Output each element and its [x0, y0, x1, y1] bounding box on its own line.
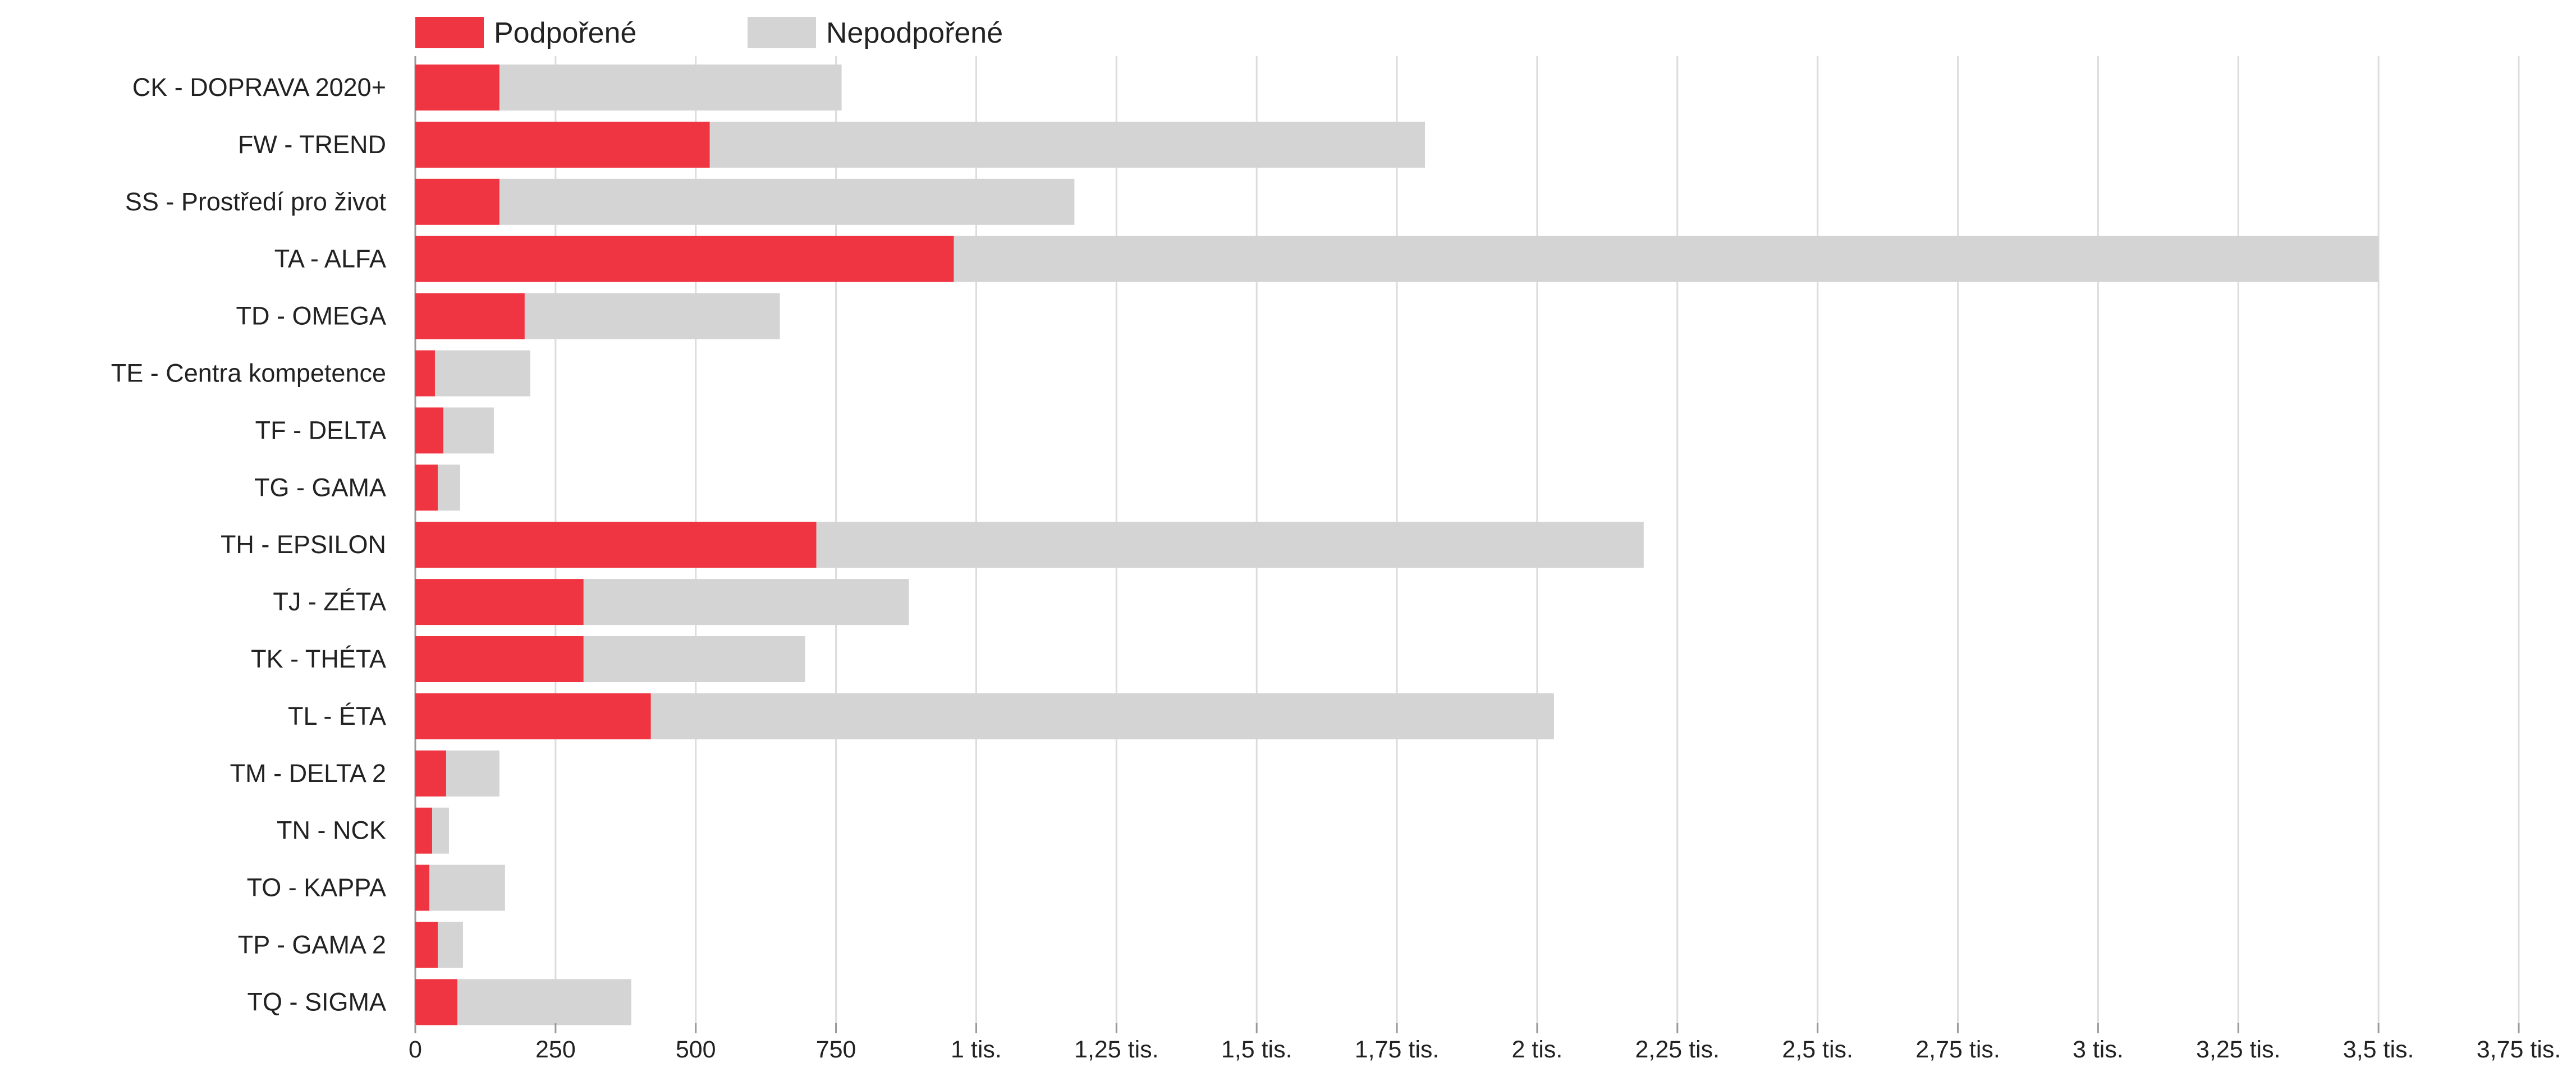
bar-podporene — [415, 579, 584, 625]
bar-nepodporene — [429, 864, 505, 911]
x-axis-ticks: 0 250 500 750 1 tis. 1,25 tis. 1,5 tis. 1,75 ti… — [409, 1023, 2561, 1063]
category-label: FW - TREND — [238, 130, 386, 159]
bar-podporene — [415, 522, 817, 568]
bar-podporene — [415, 236, 954, 282]
bar-podporene — [415, 693, 651, 739]
category-label: TD - OMEGA — [236, 302, 387, 330]
tick-label: 2,5 tis. — [1782, 1036, 1853, 1063]
category-label: TN - NCK — [277, 816, 386, 845]
bar-nepodporene — [432, 807, 449, 854]
category-label: SS - Prostředí pro život — [125, 187, 387, 216]
bar-podporene — [415, 864, 429, 911]
bar-nepodporene — [650, 693, 1554, 739]
bar-nepodporene — [446, 750, 499, 797]
category-label: TL - ÉTA — [288, 702, 386, 730]
tick-label: 500 — [676, 1036, 716, 1063]
legend-label: Nepodpořené — [826, 17, 1003, 49]
tick-label: 250 — [535, 1036, 576, 1063]
tick-label: 3,25 tis. — [2196, 1036, 2281, 1063]
bar-podporene — [415, 979, 457, 1025]
category-label: TP - GAMA 2 — [238, 931, 386, 959]
tick-label: 2,25 tis. — [1635, 1036, 1720, 1063]
bar-podporene — [415, 350, 435, 397]
bar-podporene — [415, 636, 584, 682]
bar-nepodporene — [816, 522, 1644, 568]
tick-label: 1 tis. — [951, 1036, 1002, 1063]
legend-swatch — [415, 17, 484, 48]
bar-nepodporene — [457, 979, 631, 1025]
bar-nepodporene — [443, 407, 494, 454]
bar-podporene — [415, 464, 438, 511]
category-label: TO - KAPPA — [247, 873, 386, 902]
tick-label: 2,75 tis. — [1915, 1036, 2000, 1063]
tick-label: 750 — [816, 1036, 856, 1063]
bar-nepodporene — [583, 579, 909, 625]
category-label: TH - EPSILON — [221, 530, 386, 559]
tick-label: 0 — [409, 1036, 422, 1063]
tick-label: 1,5 tis. — [1221, 1036, 1292, 1063]
bar-nepodporene — [954, 236, 2379, 282]
bar-podporene — [415, 65, 499, 111]
category-labels: CK - DOPRAVA 2020+ FW - TREND SS - Prostře… — [111, 73, 387, 1016]
bar-podporene — [415, 178, 499, 225]
category-label: TJ - ZÉTA — [273, 587, 386, 616]
category-label: CK - DOPRAVA 2020+ — [132, 73, 386, 102]
legend-swatch — [748, 17, 816, 48]
bar-nepodporene — [499, 178, 1075, 225]
category-label: TQ - SIGMA — [247, 987, 387, 1016]
tick-label: 3 tis. — [2073, 1036, 2124, 1063]
bar-podporene — [415, 807, 432, 854]
tick-label: 3,5 tis. — [2343, 1036, 2414, 1063]
bar-nepodporene — [583, 636, 805, 682]
legend: Podpořené Nepodpořené — [415, 17, 1003, 49]
bar-nepodporene — [437, 922, 463, 968]
category-label: TK - THÉTA — [251, 645, 386, 673]
category-label: TF - DELTA — [255, 416, 386, 444]
bar-nepodporene — [524, 293, 780, 339]
bar-podporene — [415, 922, 438, 968]
tick-label: 1,75 tis. — [1355, 1036, 1440, 1063]
tick-label: 2 tis. — [1512, 1036, 1563, 1063]
bar-nepodporene — [709, 121, 1425, 168]
tick-label: 1,25 tis. — [1074, 1036, 1159, 1063]
category-label: TG - GAMA — [254, 473, 386, 502]
bar-podporene — [415, 407, 443, 454]
bar-nepodporene — [499, 65, 842, 111]
tick-label: 3,75 tis. — [2477, 1036, 2561, 1063]
category-label: TM - DELTA 2 — [230, 759, 386, 788]
legend-label: Podpořené — [494, 17, 636, 49]
bar-podporene — [415, 121, 710, 168]
bar-nepodporene — [434, 350, 530, 397]
category-label: TE - Centra kompetence — [111, 359, 386, 388]
bars — [415, 65, 2379, 1025]
bar-podporene — [415, 293, 525, 339]
category-label: TA - ALFA — [274, 245, 386, 273]
bar-podporene — [415, 750, 446, 797]
bar-nepodporene — [437, 464, 460, 511]
